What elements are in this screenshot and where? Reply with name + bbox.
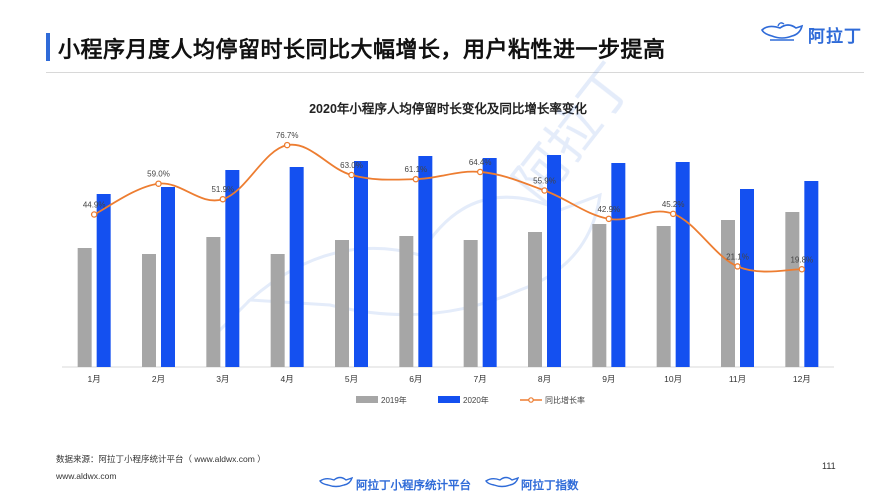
x-tick-label: 11月 [729,374,746,384]
series-2020-bars [96,155,819,367]
growth-rate-labels: 44.9% 59.0% 51.9% 76.7% 63.0% 61.1% 64.4% 55.9%… [83,131,813,264]
growth-label-2: 59.0% [147,170,170,179]
bar-2019-8 [528,232,542,367]
bar-2020-9 [611,163,626,367]
growth-label-7: 64.4% [469,158,492,167]
lamp-icon [319,476,354,488]
footer-brand-platform: 阿拉丁小程序统计平台 [356,480,471,492]
legend-label-2: 2020年 [463,395,489,405]
bar-2020-10 [675,162,690,367]
page-title: 小程序月度人均停留时长同比大幅增长，用户粘性进一步提高 [58,37,666,62]
bar-2019-6 [399,236,414,367]
legend-swatch-1 [356,396,378,403]
x-tick-label: 6月 [409,374,422,384]
growth-label-12: 19.8% [790,255,813,264]
series-2019-bars [77,212,800,367]
growth-label-3: 51.9% [211,185,234,194]
x-tick-label: 7月 [474,374,487,384]
bar-2019-5 [335,240,349,367]
footer-brand-index: 阿拉丁指数 [521,480,579,492]
growth-rate-line [93,143,802,273]
legend: 2019年 2020年 同比增长率 [356,395,585,405]
growth-point-2 [155,180,162,187]
legend-label-1: 2019年 [381,395,407,405]
growth-point-12 [798,266,806,273]
aladdin-lamp-logo-icon [761,22,804,41]
x-tick-label: 12月 [793,374,811,384]
bar-2020-7 [482,158,497,367]
x-tick-label: 10月 [664,374,682,384]
data-source: 数据来源：阿拉丁小程序统计平台（ www.aldwx.com ） [56,454,266,464]
title-divider [46,72,864,73]
growth-point-10 [669,210,677,218]
x-tick-label: 4月 [281,374,294,384]
growth-label-6: 61.1% [404,165,427,174]
legend-marker [528,397,534,403]
bar-2019-12 [785,212,800,367]
bar-2019-3 [206,237,221,367]
bar-2020-8 [547,155,561,367]
lamp-icon [485,476,520,488]
bar-2020-2 [161,187,175,367]
bar-2019-11 [721,220,735,367]
bar-2020-1 [96,194,111,367]
legend-swatch-2 [438,396,460,403]
growth-point-4 [283,141,291,149]
growth-label-11: 21.1% [726,252,749,261]
bar-2019-7 [463,240,478,367]
growth-point-5 [348,171,355,179]
bar-2020-12 [804,181,819,367]
page-number: 111 [822,461,836,471]
logo-text: 阿拉丁 [808,27,862,46]
title-accent-bar [46,33,50,61]
growth-point-9 [605,215,613,223]
growth-point-1 [90,211,98,218]
growth-label-10: 45.2% [662,200,685,209]
growth-label-5: 63.0% [340,161,363,170]
x-tick-label: 9月 [602,374,615,384]
bar-2020-3 [225,170,240,367]
bar-2020-11 [740,189,754,367]
bar-2020-6 [418,156,433,367]
x-tick-labels: 1月 2月 3月 4月 5月 6月 7月 8月 9月 10月 11月 12月 [88,374,811,384]
growth-label-9: 42.9% [597,205,620,214]
x-tick-label: 3月 [216,374,229,384]
bar-2019-1 [77,248,92,367]
x-tick-label: 1月 [88,374,101,384]
bar-2020-5 [354,161,368,367]
growth-point-7 [476,168,484,176]
x-tick-label: 8月 [538,374,551,384]
bar-2020-4 [289,167,304,367]
growth-label-8: 55.9% [533,176,556,185]
bar-2019-10 [656,226,671,367]
legend-label-3: 同比增长率 [545,395,585,405]
bar-2019-2 [142,254,156,367]
x-tick-label: 5月 [345,374,358,384]
growth-point-3 [219,195,227,203]
bar-2019-4 [270,254,285,367]
growth-point-6 [412,175,420,183]
growth-label-4: 76.7% [276,131,299,140]
chart-title: 2020年小程序人均停留时长变化及同比增长率变化 [309,101,587,116]
growth-rate-points [90,141,806,273]
chart: 2020年小程序人均停留时长变化及同比增长率变化 阿拉丁 44.9%59.0%5… [62,54,834,405]
website-url: www.aldwx.com [56,471,117,481]
growth-label-1: 44.9% [83,200,106,209]
growth-point-11 [734,263,741,270]
bar-2019-9 [592,224,607,367]
x-tick-label: 2月 [152,374,165,384]
growth-point-8 [541,187,548,194]
